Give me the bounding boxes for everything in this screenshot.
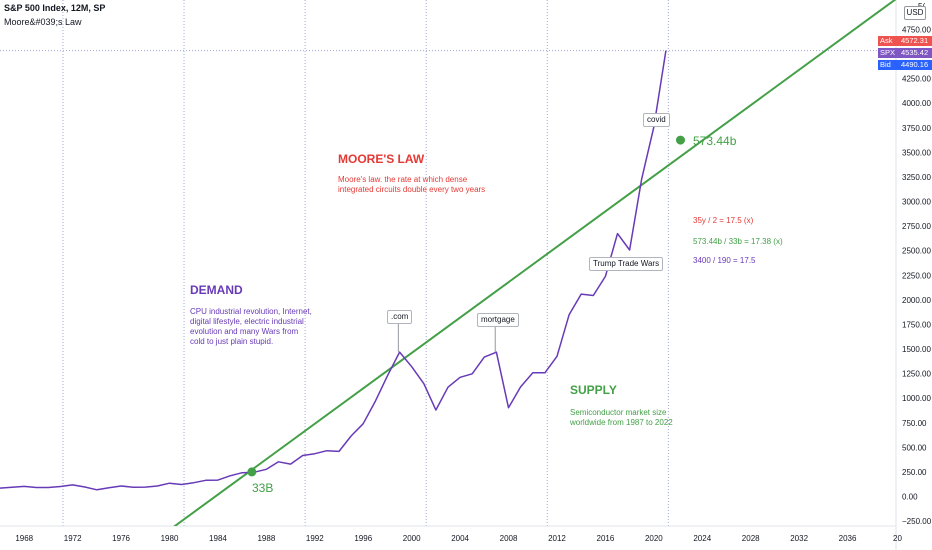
marker-layer <box>247 135 685 477</box>
vertical-event-lines <box>0 0 896 526</box>
x-tick-label: 1988 <box>257 534 275 543</box>
moores-law-text: Moore's law. the rate at which dense int… <box>338 175 486 194</box>
x-tick-label: 2004 <box>451 534 469 543</box>
calc-line-3: 3400 / 190 = 17.5 <box>693 256 756 265</box>
spx-label: SPX <box>880 48 896 57</box>
x-tick-label: 1984 <box>209 534 227 543</box>
bid-label: Bid <box>880 60 891 69</box>
marker-label-33b: 33B <box>252 481 274 495</box>
y-tick-label: 1000.00 <box>902 394 931 403</box>
y-tick-label: 2500.00 <box>902 247 931 256</box>
y-tick-label: 1750.00 <box>902 320 931 329</box>
x-tick-label: 2012 <box>548 534 566 543</box>
demand-text: CPU industrial revolution, Internet, dig… <box>190 307 312 346</box>
x-axis: 1968 1972 1976 1980 1984 1988 1992 1996 2000 2004… <box>0 525 902 543</box>
mortgage-callout[interactable]: mortgage <box>477 313 519 327</box>
supply-title: SUPPLY <box>570 383 617 397</box>
x-tick-label: 2024 <box>693 534 711 543</box>
y-tick-label: 4750.00 <box>902 25 931 34</box>
ask-label: Ask <box>880 36 893 45</box>
y-tick-label: 4250.00 <box>902 75 931 84</box>
spx-price-line <box>0 50 667 491</box>
indicator-label[interactable]: Moore&#039;s Law <box>4 17 82 27</box>
x-tick-label: 1968 <box>15 534 33 543</box>
ask-value: 4572.31 <box>901 36 929 45</box>
y-tick-label: −250.00 <box>902 517 932 526</box>
trend-marker-point <box>247 467 257 477</box>
y-tick-label: 2750.00 <box>902 222 931 231</box>
dotcom-callout[interactable]: .com <box>387 310 413 324</box>
x-tick-label: 2028 <box>742 534 760 543</box>
series-layer <box>0 0 896 526</box>
y-tick-label: 250.00 <box>902 468 927 477</box>
trend-marker-point <box>675 135 685 145</box>
y-axis: −250.00 0.00 250.00 500.00 750.00 1000.00 1250… <box>895 0 932 550</box>
covid-callout[interactable]: covid <box>643 113 670 127</box>
y-tick-label: 2250.00 <box>902 271 931 280</box>
x-tick-label: 2008 <box>500 534 518 543</box>
currency-button[interactable]: USD <box>904 6 926 20</box>
x-tick-label-clipped: 20 <box>893 534 902 543</box>
moores-law-title: MOORE'S LAW <box>338 152 425 166</box>
calc-line-1: 35y / 2 = 17.5 (x) <box>693 216 754 225</box>
trade-wars-callout[interactable]: Trump Trade Wars <box>589 257 664 271</box>
y-tick-label: 3750.00 <box>902 124 931 133</box>
x-tick-label: 1992 <box>306 534 324 543</box>
spx-price-tag: SPX 4535.42 <box>878 48 932 58</box>
moores-law-trend-line <box>173 0 896 526</box>
bid-value: 4490.16 <box>901 60 929 69</box>
x-tick-label: 2036 <box>839 534 857 543</box>
y-tick-label: 500.00 <box>902 443 927 452</box>
y-tick-label: 3250.00 <box>902 173 931 182</box>
x-tick-label: 1976 <box>112 534 130 543</box>
chart-title: S&P 500 Index, 12M, SP <box>4 3 106 13</box>
y-tick-label: 1500.00 <box>902 345 931 354</box>
x-tick-label: 2000 <box>403 534 421 543</box>
ask-price-tag: Ask 4572.31 <box>878 36 932 46</box>
y-tick-label: 3500.00 <box>902 148 931 157</box>
y-tick-label: 2000.00 <box>902 296 931 305</box>
marker-label-573b: 573.44b <box>693 134 737 148</box>
x-tick-label: 1996 <box>354 534 372 543</box>
supply-text: Semiconductor market size worldwide from… <box>570 408 673 427</box>
x-tick-label: 2016 <box>597 534 615 543</box>
y-tick-label: 1250.00 <box>902 370 931 379</box>
demand-title: DEMAND <box>190 283 243 297</box>
x-tick-label: 2032 <box>790 534 808 543</box>
spx-value: 4535.42 <box>901 48 929 57</box>
y-tick-label: 4000.00 <box>902 99 931 108</box>
bid-price-tag: Bid 4490.16 <box>878 60 932 70</box>
y-tick-label: 750.00 <box>902 419 927 428</box>
x-tick-label: 1972 <box>64 534 82 543</box>
x-tick-label: 2020 <box>645 534 663 543</box>
calc-line-2: 573.44b / 33b = 17.38 (x) <box>693 237 783 246</box>
y-tick-label: 0.00 <box>902 493 918 502</box>
x-tick-label: 1980 <box>161 534 179 543</box>
y-tick-label: 3000.00 <box>902 198 931 207</box>
